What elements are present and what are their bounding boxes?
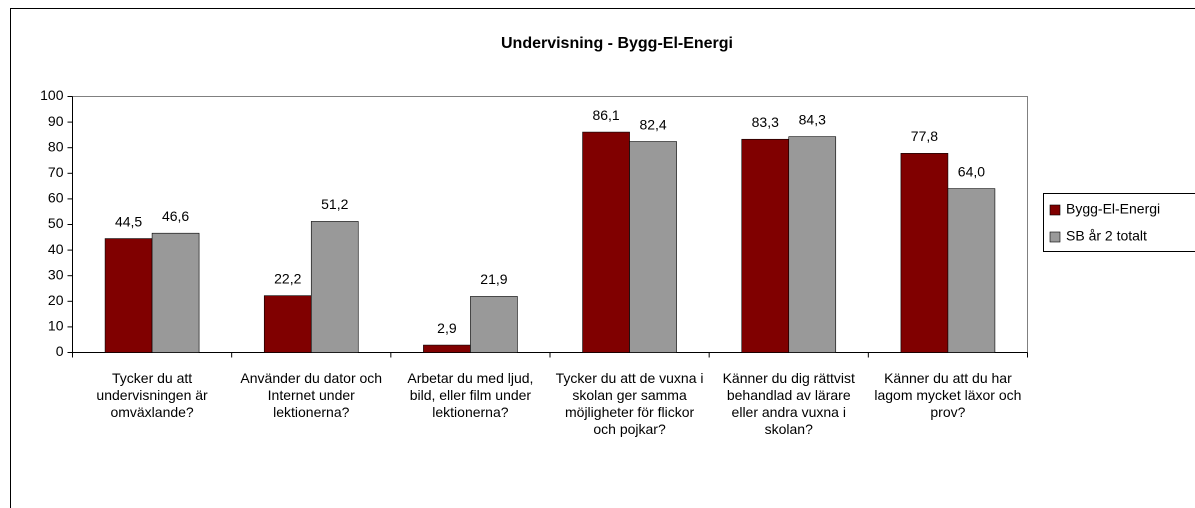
bar <box>423 344 471 353</box>
value-label: 2,9 <box>437 320 457 336</box>
x-tick-label: Tycker du att de vuxna i skolan ger samm… <box>555 369 704 437</box>
y-tick-label: 60 <box>48 190 64 206</box>
value-label: 51,2 <box>321 196 348 212</box>
bar <box>741 138 790 353</box>
bar <box>470 296 518 353</box>
legend-label: SB år 2 totalt <box>1066 228 1147 244</box>
value-label: 77,8 <box>911 128 938 144</box>
y-tick-label: 0 <box>56 343 64 359</box>
x-tick-label: Tycker du att undervisningen är omväxlan… <box>96 369 208 420</box>
y-tick-label: 40 <box>48 241 64 257</box>
y-tick-label: 30 <box>48 266 64 282</box>
value-label: 83,3 <box>752 114 779 130</box>
y-tick-label: 90 <box>48 113 64 129</box>
bar <box>151 232 200 353</box>
value-label: 86,1 <box>592 107 619 123</box>
value-label: 22,2 <box>274 270 301 286</box>
y-tick-label: 20 <box>48 292 64 308</box>
value-label: 84,3 <box>799 111 826 127</box>
bar <box>947 188 996 353</box>
plot-area <box>72 96 1028 353</box>
y-tick-label: 10 <box>48 318 64 334</box>
bar <box>104 238 153 353</box>
bar <box>788 136 837 353</box>
value-label: 64,0 <box>958 163 985 179</box>
value-label: 21,9 <box>480 271 507 287</box>
bar <box>263 295 312 353</box>
x-tick-label: Känner du dig rättvist behandlad av lära… <box>722 369 855 437</box>
y-tick-label: 80 <box>48 138 64 154</box>
y-tick-label: 50 <box>48 215 64 231</box>
bar <box>310 221 359 353</box>
value-label: 44,5 <box>115 213 142 229</box>
y-tick-label: 70 <box>48 164 64 180</box>
legend <box>1043 193 1195 252</box>
x-tick-label: Känner du att du har lagom mycket läxor … <box>874 369 1022 420</box>
x-tick-label: Arbetar du med ljud, bild, eller film un… <box>407 369 534 420</box>
legend-swatch <box>1049 231 1061 243</box>
bar <box>900 153 949 353</box>
value-label: 46,6 <box>162 208 189 224</box>
bar <box>629 141 677 353</box>
x-tick-label: Använder du dator och Internet under lek… <box>240 369 383 420</box>
y-tick-label: 100 <box>40 87 64 103</box>
chart-title: Undervisning - Bygg-El-Energi <box>501 35 733 52</box>
legend-label: Bygg-El-Energi <box>1066 201 1160 217</box>
value-label: 82,4 <box>639 116 666 132</box>
legend-swatch <box>1049 204 1061 216</box>
bar <box>582 131 630 353</box>
